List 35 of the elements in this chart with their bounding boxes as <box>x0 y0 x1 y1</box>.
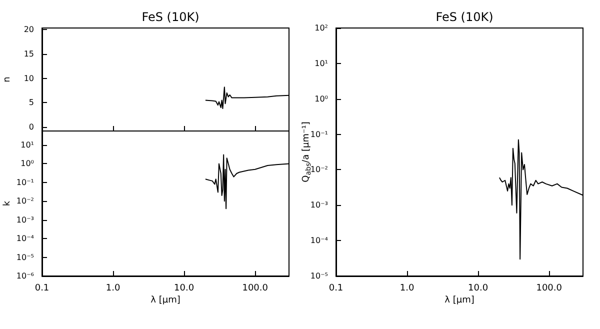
y-axis-title: k <box>2 200 12 206</box>
x-axis-title: λ [µm] <box>444 296 474 306</box>
y-tick-label: 10¹ <box>314 58 328 68</box>
x-tick-label: 1.0 <box>400 284 414 294</box>
y-tick-label: 0 <box>28 122 34 132</box>
y-axis-title: n <box>2 76 12 82</box>
x-tick-label: 10.0 <box>468 284 488 294</box>
y-tick-label: 10⁻⁵ <box>16 252 34 262</box>
y-tick-label: 10⁻⁶ <box>16 272 34 280</box>
y-tick-label: 10² <box>314 24 328 32</box>
y-tick-label: 10⁰ <box>314 94 328 104</box>
chart-title: FeS (10K) <box>436 10 494 24</box>
y-tick-label: 10⁻⁴ <box>16 234 34 244</box>
y-tick-label: 5 <box>28 98 34 108</box>
y-tick-label: 10⁻⁴ <box>310 236 328 246</box>
y-tick-label: 15 <box>24 49 34 58</box>
x-axis-title: λ [µm] <box>150 296 180 306</box>
y-tick-label: 10⁻³ <box>310 200 328 210</box>
y-tick-label: 10⁻¹ <box>16 178 34 187</box>
x-tick-label: 1.0 <box>106 284 120 294</box>
y-tick-label: 10⁻³ <box>16 215 34 224</box>
y-tick-label: 10⁻¹ <box>310 130 328 139</box>
chart-title: FeS (10K) <box>142 10 200 24</box>
y-tick-label: 10¹ <box>20 140 34 150</box>
y-tick-label: 10⁻⁵ <box>310 272 328 280</box>
y-tick-label: 10⁰ <box>20 159 34 168</box>
x-tick-label: 0.1 <box>328 284 344 294</box>
x-tick-label: 100.0 <box>242 284 268 294</box>
y-tick-label: 20 <box>24 24 34 34</box>
x-tick-label: 10.0 <box>174 284 194 294</box>
y-tick-label: 10⁻² <box>310 165 328 174</box>
y-tick-label: 10⁻² <box>16 196 34 206</box>
x-tick-label: 100.0 <box>536 284 562 294</box>
y-tick-label: 10 <box>24 74 34 83</box>
x-tick-label: 0.1 <box>34 284 50 294</box>
